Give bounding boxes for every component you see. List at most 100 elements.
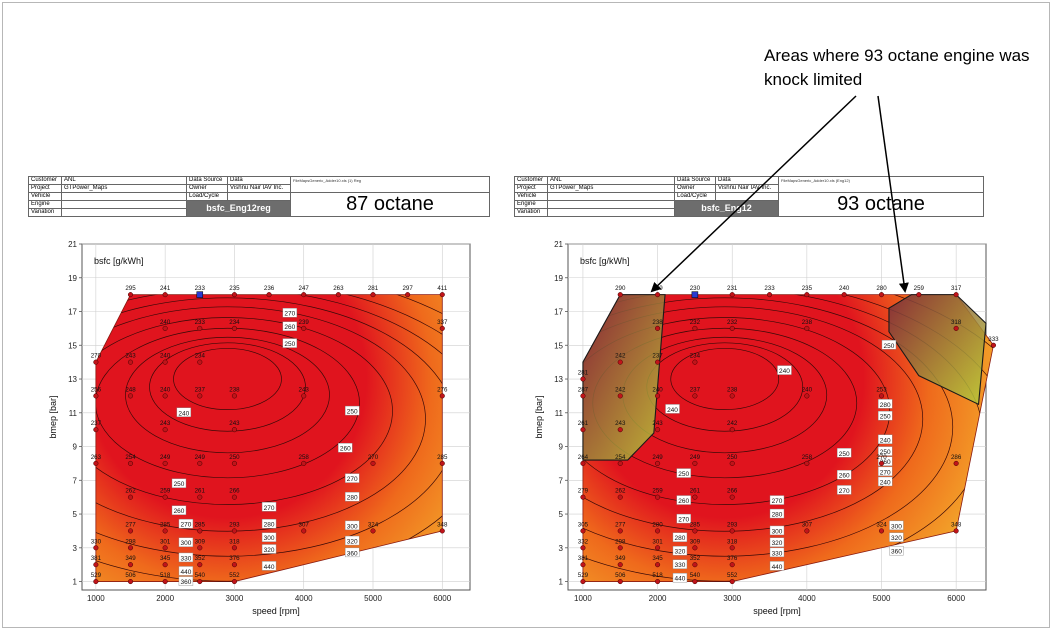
contour-label: 250 — [839, 451, 850, 458]
data-point-label: 232 — [690, 319, 701, 326]
variation-value — [61, 208, 187, 217]
data-point — [231, 545, 237, 551]
data-point — [162, 562, 168, 568]
contour-label: 270 — [284, 311, 295, 318]
contour-label-box — [878, 399, 893, 409]
data-point-label: 286 — [951, 454, 962, 461]
data-point-label: 293 — [727, 521, 738, 528]
contour-label-box — [282, 308, 298, 318]
data-point — [197, 528, 203, 534]
data-point-label: 281 — [578, 370, 589, 377]
data-point — [231, 325, 237, 331]
contour-label-box — [889, 532, 904, 542]
data-point — [93, 562, 99, 568]
data-point-label: 348 — [951, 521, 962, 528]
data-point-label: 259 — [652, 488, 663, 495]
contour-label: 280 — [347, 495, 358, 502]
data-point — [231, 393, 237, 399]
data-point-label: 285 — [195, 521, 206, 528]
data-point-label: 243 — [615, 420, 626, 427]
contour-label-box — [345, 547, 360, 558]
data-point-label: 240 — [160, 386, 171, 393]
data-point — [197, 393, 203, 399]
contour-line — [582, 297, 954, 557]
data-point-label: 233 — [195, 319, 206, 326]
data-point — [729, 427, 735, 433]
y-tick-label: 3 — [73, 544, 78, 553]
data-point-label: 234 — [229, 319, 240, 326]
data-point-label: 318 — [229, 538, 240, 545]
data-point — [580, 393, 586, 399]
variation-value — [547, 208, 675, 217]
data-point-label: 333 — [988, 336, 999, 343]
data-point — [197, 325, 203, 331]
contour-label: 260 — [340, 446, 351, 453]
contour-label: 330 — [772, 550, 783, 557]
data-point-label: 262 — [615, 488, 626, 495]
data-point-label: 345 — [652, 555, 663, 562]
y-tick-label: 7 — [559, 476, 564, 485]
contour-line — [95, 294, 443, 582]
contour-label-box — [282, 338, 298, 348]
contour-label-box — [769, 537, 785, 547]
x-tick-label: 1000 — [574, 594, 592, 603]
data-point — [93, 579, 99, 585]
data-point — [916, 292, 922, 298]
contour-label: 270 — [347, 476, 358, 483]
contour-label: 300 — [347, 523, 358, 530]
data-point-label: 242 — [615, 353, 626, 360]
data-point-label: 301 — [160, 538, 171, 545]
data-point-label: 238 — [727, 386, 738, 393]
data-point — [439, 292, 445, 298]
data-point — [804, 460, 810, 466]
x-tick-label: 6000 — [947, 594, 965, 603]
data-point-label: 237 — [690, 386, 701, 393]
chart-name-93: bsfc_Eng12 — [674, 200, 779, 217]
data-point-label: 261 — [578, 420, 589, 427]
data-point-label: 376 — [229, 555, 240, 562]
contour-label-box — [836, 470, 852, 480]
data-point-label: 266 — [727, 488, 738, 495]
contour-label: 280 — [675, 535, 686, 542]
header-table-87: Customer ANL Data Source Data FileMapsGe… — [28, 176, 490, 217]
data-point-label: 254 — [615, 454, 626, 461]
data-point-label: 243 — [160, 420, 171, 427]
contour-label: 250 — [347, 409, 358, 416]
data-point-label: 518 — [160, 572, 171, 579]
contour-label-box — [261, 518, 277, 529]
data-point — [580, 460, 586, 466]
data-point — [766, 292, 773, 298]
data-point-label: 506 — [615, 572, 626, 579]
x-tick-label: 5000 — [873, 594, 891, 603]
y-tick-label: 5 — [559, 510, 564, 519]
data-point-label: 240 — [160, 353, 171, 360]
contour-label: 300 — [772, 528, 783, 535]
octane-title-87: 87 octane — [290, 192, 490, 217]
data-point-label: 270 — [368, 454, 379, 461]
data-point — [617, 393, 623, 399]
x-tick-label: 6000 — [433, 594, 451, 603]
data-point-label: 349 — [615, 555, 626, 562]
contour-line — [582, 306, 924, 532]
data-point — [692, 562, 698, 568]
data-point-label: 324 — [876, 521, 887, 528]
data-point-label: 348 — [437, 521, 448, 528]
contour-label: 320 — [264, 547, 275, 554]
data-point-label: 529 — [578, 572, 589, 579]
contour-label: 260 — [284, 324, 295, 331]
data-point — [301, 528, 307, 534]
data-point — [197, 562, 203, 568]
data-point — [197, 579, 203, 585]
contour-label: 260 — [678, 498, 689, 505]
data-point-label: 324 — [368, 521, 379, 528]
contour-label: 240 — [880, 437, 891, 444]
contour-label: 270 — [678, 517, 689, 524]
contour-label: 300 — [180, 540, 191, 547]
data-point — [162, 325, 168, 331]
data-point-label: 307 — [802, 521, 813, 528]
data-point — [878, 460, 885, 466]
data-point-label: 241 — [160, 285, 171, 292]
x-tick-label: 2000 — [156, 594, 174, 603]
data-point — [231, 292, 237, 298]
